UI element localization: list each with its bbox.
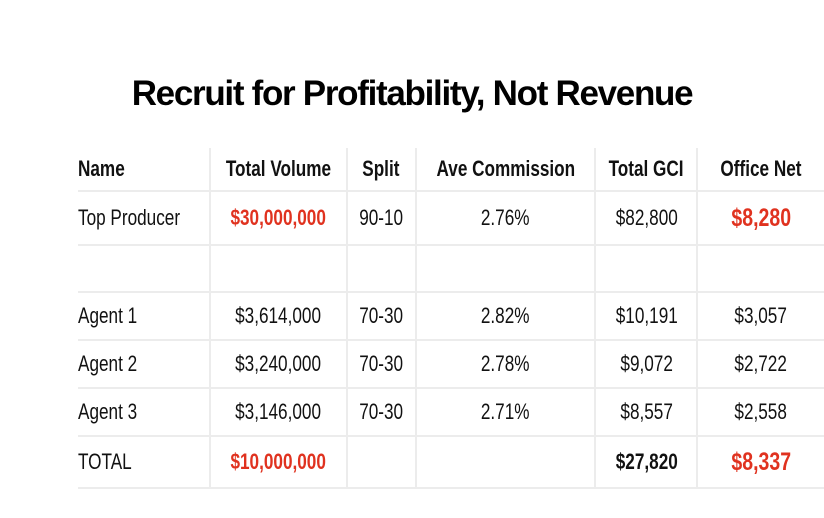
header-cell: Total GCI: [595, 148, 699, 192]
cell-total-gci: $82,800: [595, 191, 699, 246]
table-row-blank: [78, 245, 824, 293]
table-row-top-producer: Top Producer $30,000,000 90-10 2.76% $82…: [78, 191, 824, 246]
header-cell: Office Net: [697, 148, 824, 192]
header-cell: Split: [346, 148, 417, 192]
cell-split: 70-30: [346, 388, 417, 437]
cell-office-net: $8,337: [697, 436, 824, 489]
profitability-table: Name Total Volume Split Ave Commission T…: [78, 148, 824, 489]
cell-ave-commission: 2.82%: [415, 292, 597, 341]
cell-name: TOTAL: [78, 436, 211, 489]
header-row: Name Total Volume Split Ave Commission T…: [78, 148, 824, 192]
cell-split: 70-30: [346, 340, 417, 389]
cell-office-net: $3,057: [697, 292, 824, 341]
cell-total-gci: $9,072: [595, 340, 699, 389]
cell-ave-commission: 2.71%: [415, 388, 597, 437]
cell-name: Agent 2: [78, 340, 211, 389]
cell-total-gci: $10,191: [595, 292, 699, 341]
header-cell: Total Volume: [209, 148, 348, 192]
cell-total-volume: $3,240,000: [209, 340, 348, 389]
cell-office-net: $2,558: [697, 388, 824, 437]
cell-total-volume: $30,000,000: [209, 191, 348, 246]
cell-total-volume: $3,614,000: [209, 292, 348, 341]
header-cell: Ave Commission: [415, 148, 597, 192]
table-row: Agent 1 $3,614,000 70-30 2.82% $10,191 $…: [78, 292, 824, 341]
cell-split: 90-10: [346, 191, 417, 246]
cell-total-volume: $3,146,000: [209, 388, 348, 437]
table-row: Agent 2 $3,240,000 70-30 2.78% $9,072 $2…: [78, 340, 824, 389]
cell-name: Agent 1: [78, 292, 211, 341]
slide-title: Recruit for Profitability, Not Revenue: [131, 74, 694, 113]
cell-name: Agent 3: [78, 388, 211, 437]
table-row: Agent 3 $3,146,000 70-30 2.71% $8,557 $2…: [78, 388, 824, 437]
cell-office-net: $2,722: [697, 340, 824, 389]
cell-ave-commission: 2.76%: [415, 191, 597, 246]
cell-ave-commission: 2.78%: [415, 340, 597, 389]
cell-ave-commission: [415, 436, 597, 489]
header-cell: Name: [78, 148, 211, 192]
cell-total-gci: $8,557: [595, 388, 699, 437]
cell-split: 70-30: [346, 292, 417, 341]
cell-split: [346, 436, 417, 489]
table-row-total: TOTAL $10,000,000 $27,820 $8,337: [78, 436, 824, 489]
cell-total-volume: $10,000,000: [209, 436, 348, 489]
cell-name: Top Producer: [78, 191, 211, 246]
cell-office-net: $8,280: [697, 191, 824, 246]
cell-total-gci: $27,820: [595, 436, 699, 489]
